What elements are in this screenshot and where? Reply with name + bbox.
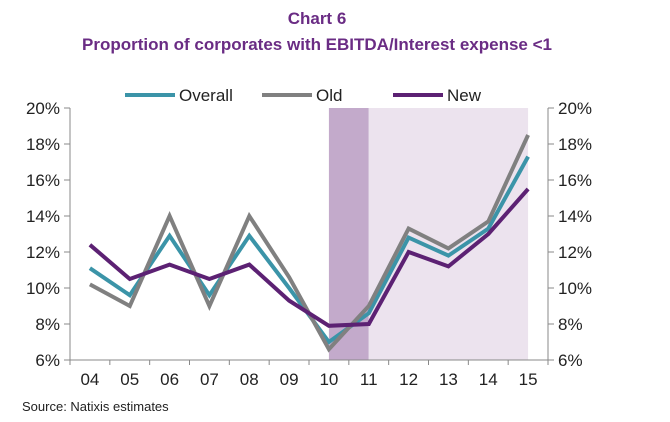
y-tick-label-right: 8% [558, 315, 583, 334]
x-tick-label: 10 [319, 370, 338, 389]
x-tick-label: 14 [479, 370, 498, 389]
y-tick-label-left: 12% [26, 243, 60, 262]
legend-label-overall: Overall [179, 86, 233, 105]
legend-label-old: Old [316, 86, 342, 105]
x-tick-label: 06 [160, 370, 179, 389]
y-tick-label-right: 16% [558, 171, 592, 190]
axes: 6% 6% 8% 8% 10% 10% 12% 12% 14% 14% 16% 16% 18% 18% 20… [26, 99, 592, 389]
series-lines [88, 134, 530, 353]
legend: Overall Old New [125, 86, 482, 105]
y-tick-label-left: 8% [35, 315, 60, 334]
chart-subtitle: Proportion of corporates with EBITDA/Int… [82, 35, 552, 54]
shaded-region-10-11 [328, 108, 369, 360]
x-tick-label: 07 [200, 370, 219, 389]
y-tick-label-left: 18% [26, 135, 60, 154]
y-tick-label-left: 14% [26, 207, 60, 226]
y-tick-label-left: 10% [26, 279, 60, 298]
y-tick-label-left: 20% [26, 99, 60, 118]
x-tick-label: 12 [399, 370, 418, 389]
shaded-regions [328, 108, 529, 360]
x-tick-label: 05 [120, 370, 139, 389]
y-tick-label-left: 16% [26, 171, 60, 190]
y-tick-label-right: 20% [558, 99, 592, 118]
y-tick-label-right: 12% [558, 243, 592, 262]
y-tick-label-right: 18% [558, 135, 592, 154]
x-tick-label: 09 [280, 370, 299, 389]
x-tick-label: 08 [240, 370, 259, 389]
source-note: Source: Natixis estimates [22, 399, 169, 414]
x-tick-label: 15 [519, 370, 538, 389]
legend-label-new: New [447, 86, 482, 105]
chart-title: Chart 6 [288, 9, 347, 28]
x-tick-label: 11 [360, 370, 378, 389]
series-line-new [88, 187, 530, 328]
y-tick-label-right: 10% [558, 279, 592, 298]
x-tick-label: 13 [439, 370, 458, 389]
shaded-region-11-15 [368, 108, 529, 360]
y-tick-label-right: 6% [558, 351, 583, 370]
y-tick-label-left: 6% [35, 351, 60, 370]
y-tick-label-right: 14% [558, 207, 592, 226]
x-tick-label: 04 [80, 370, 99, 389]
